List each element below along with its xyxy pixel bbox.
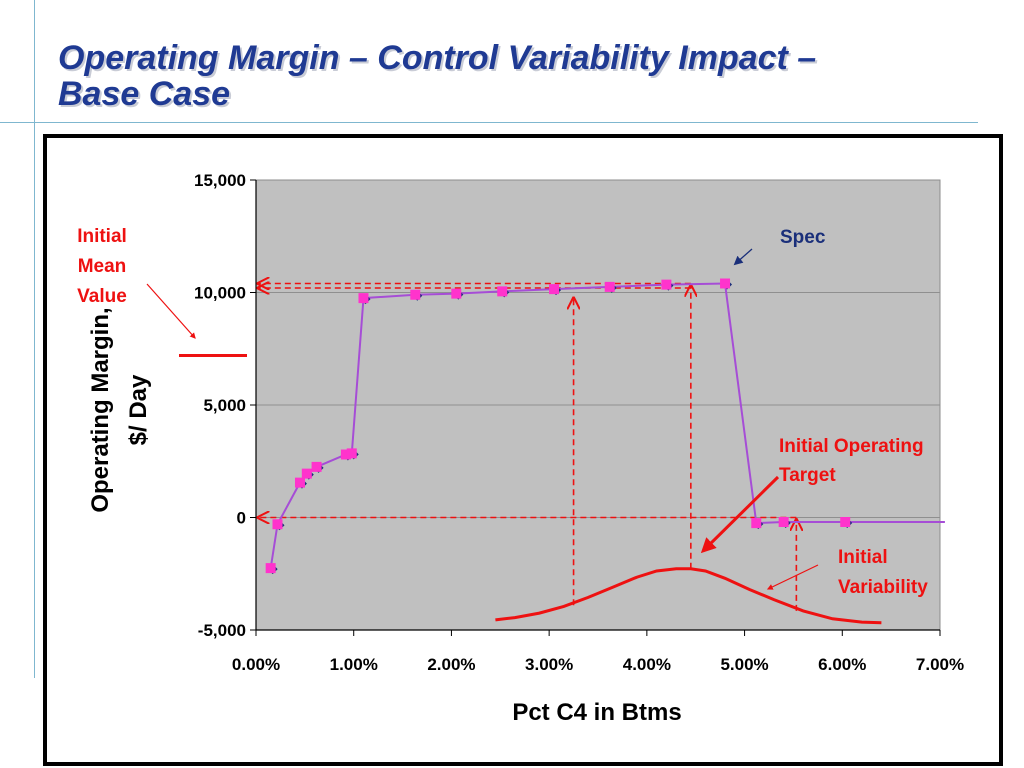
initial-mean-value-label-line: Mean (78, 256, 127, 277)
data-point-square (340, 449, 351, 460)
operating-target-arrow (700, 475, 780, 554)
data-point (751, 518, 764, 530)
y-tick-label: 0 (237, 509, 246, 528)
data-point-square (451, 288, 462, 299)
data-point (346, 448, 359, 460)
initial-variability-label: Initial Variability (838, 547, 928, 598)
data-point (301, 468, 314, 480)
y-tick-label: 15,000 (194, 171, 246, 190)
initial-mean-value-label-line: Initial (77, 226, 127, 247)
data-point (358, 293, 371, 305)
slide-title-line-2: Base Case (58, 75, 231, 113)
data-point (294, 477, 307, 489)
data-point (840, 517, 853, 528)
data-point-square (265, 563, 276, 574)
data-point-square (358, 293, 369, 304)
data-point-square (840, 517, 851, 527)
initial-variability-label-line: Variability (838, 577, 928, 598)
x-tick-label: 2.00% (427, 655, 475, 674)
initial-operating-target-label: Initial Operating Target (779, 436, 924, 486)
data-point-square (661, 279, 672, 290)
y-tick-label: 5,000 (203, 396, 246, 415)
slide-title: Operating Margin – Control Variability I… (58, 40, 998, 112)
data-point (778, 517, 791, 528)
data-point (272, 519, 285, 531)
data-point (720, 278, 733, 290)
data-point-square (604, 281, 615, 292)
data-point-square (410, 289, 421, 300)
data-point (410, 289, 423, 301)
x-tick-label: 6.00% (818, 655, 866, 674)
x-tick-label: 4.00% (623, 655, 671, 674)
slide-title-line-1: Operating Margin – Control Variability I… (58, 39, 817, 77)
spec-label: Spec (780, 227, 826, 248)
data-point-square (549, 284, 560, 295)
x-tick-label: 0.00% (232, 655, 280, 674)
x-tick-label: 3.00% (525, 655, 573, 674)
data-point-square (301, 468, 312, 479)
initial-mean-value-label: Initial Mean Value (77, 226, 127, 307)
x-tick-label: 5.00% (720, 655, 768, 674)
y-tick-label: 10,000 (194, 284, 246, 303)
data-point-square (778, 517, 789, 527)
variability-arrow (766, 564, 819, 590)
data-point (311, 461, 324, 473)
data-point (549, 284, 562, 296)
initial-variability-label-line: Initial (838, 547, 888, 568)
data-point-square (272, 519, 283, 530)
data-point (265, 563, 278, 575)
data-point (497, 286, 510, 298)
data-point-square (751, 518, 762, 529)
x-tick-label: 1.00% (330, 655, 378, 674)
title-divider (0, 122, 978, 123)
initial-operating-target-label-line: Target (779, 465, 836, 486)
left-accent-line (34, 0, 35, 678)
variability-distribution-curve (495, 567, 882, 625)
y-tick-label: -5,000 (198, 621, 246, 640)
initial-mean-arrow (146, 283, 196, 339)
initial-operating-target-label-line: Initial Operating (779, 436, 924, 457)
data-point-square (311, 461, 322, 472)
y-axis-title-line-2: $/ Day (125, 374, 152, 445)
data-point (661, 279, 674, 291)
data-point-square (346, 448, 357, 459)
data-point-square (497, 286, 508, 297)
data-point-square (294, 477, 305, 488)
y-axis-title-line-1: Operating Margin, (87, 307, 114, 512)
spec-arrow (733, 248, 753, 266)
x-axis-title: Pct C4 in Btms (512, 699, 681, 726)
data-point-square (720, 278, 731, 289)
data-point (451, 288, 464, 300)
data-point (604, 281, 617, 293)
x-tick-label: 7.00% (916, 655, 964, 674)
y-axis-title: Operating Margin, $/ Day (87, 307, 152, 512)
initial-mean-value-label-line: Value (77, 286, 127, 307)
